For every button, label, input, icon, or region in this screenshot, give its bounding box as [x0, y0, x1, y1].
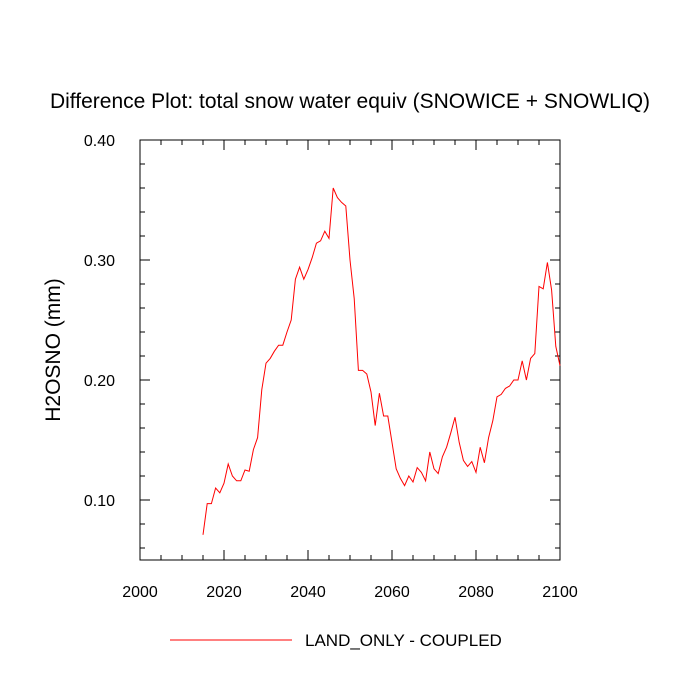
plot-area-frame	[139, 139, 561, 561]
chart-title: Difference Plot: total snow water equiv …	[50, 90, 650, 113]
x-axis: 2000 2020 2040 2060 2080 2100	[122, 140, 578, 601]
x-tick-label: 2060	[374, 584, 410, 601]
y-tick-label: 0.10	[84, 493, 115, 510]
legend-label: LAND_ONLY - COUPLED	[305, 631, 502, 650]
y-tick-label: 0.40	[84, 133, 115, 150]
x-tick-label: 2040	[290, 584, 326, 601]
legend: LAND_ONLY - COUPLED	[170, 631, 502, 650]
x-tick-label: 2080	[458, 584, 494, 601]
y-tick-label: 0.20	[84, 373, 115, 390]
x-tick-label: 2000	[122, 584, 158, 601]
y-tick-label: 0.30	[84, 253, 115, 270]
y-axis-label: H2OSNO (mm)	[42, 278, 65, 422]
y-axis: 0.10 0.20 0.30 0.40	[84, 133, 560, 549]
x-tick-label: 2100	[542, 584, 578, 601]
x-tick-label: 2020	[206, 584, 242, 601]
series-line-land-only-coupled	[202, 187, 561, 535]
